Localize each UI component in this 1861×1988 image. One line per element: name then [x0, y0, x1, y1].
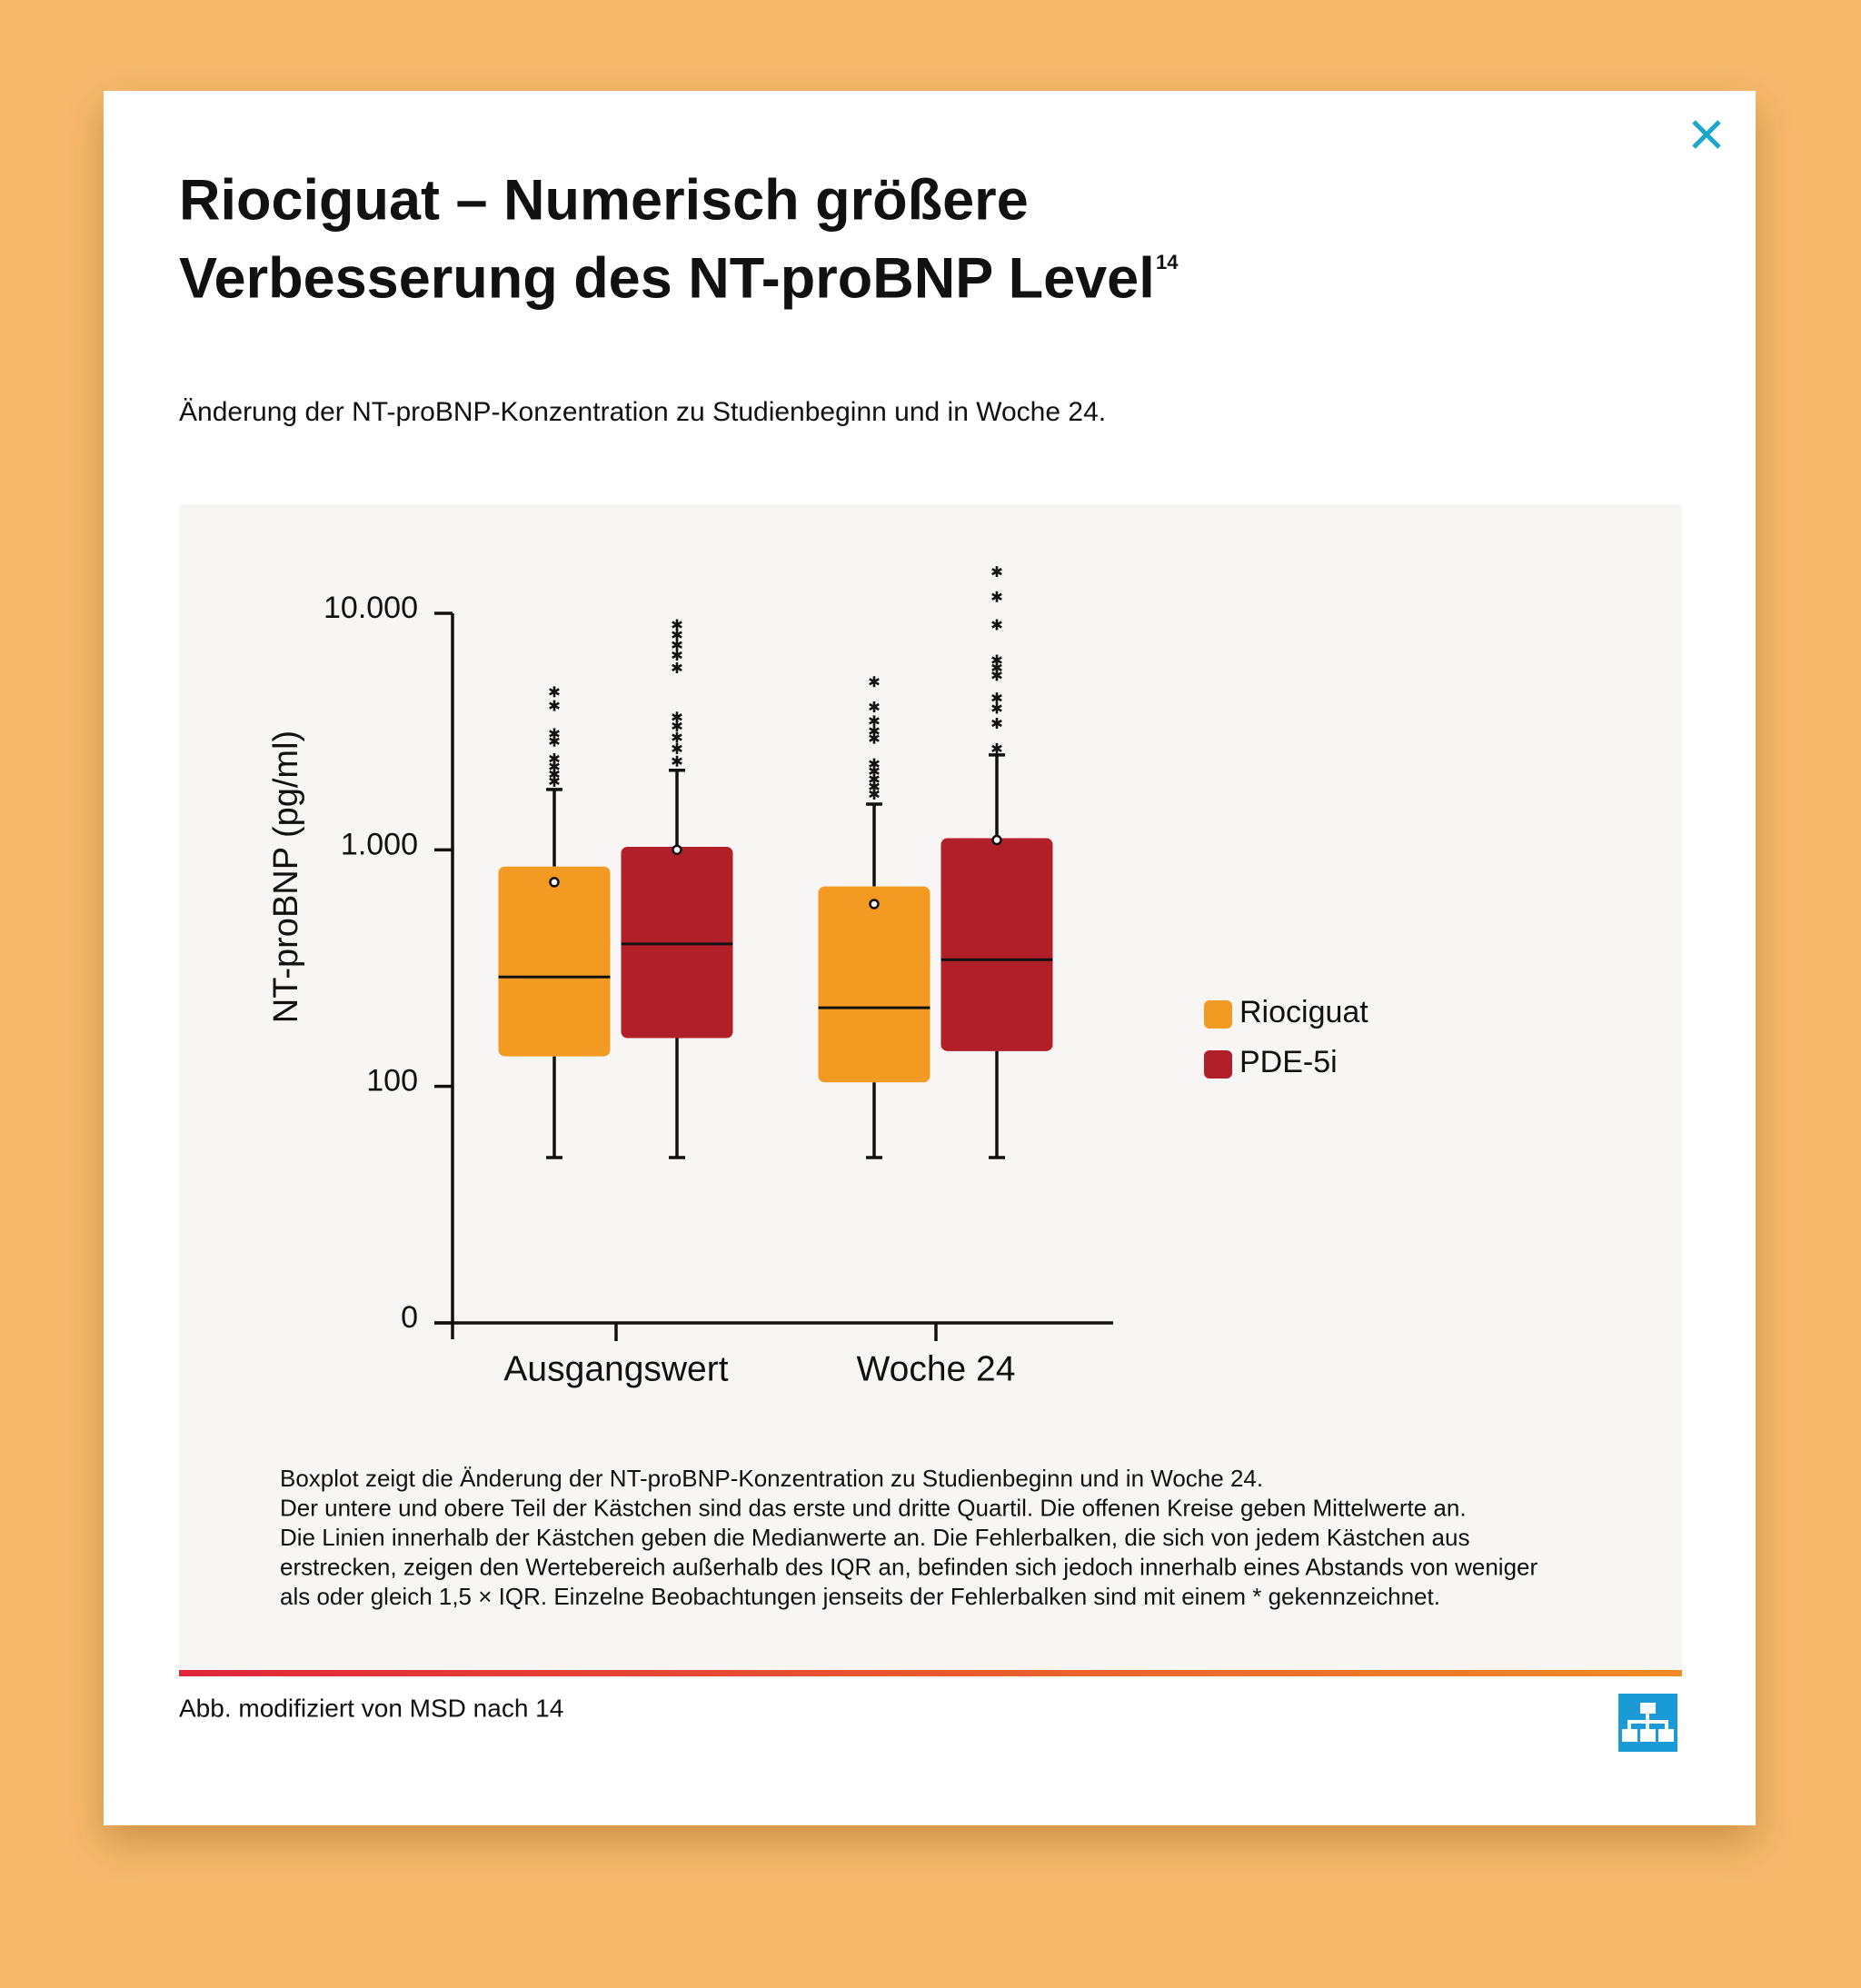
- caption-line: als oder gleich 1,5 × IQR. Einzelne Beob…: [280, 1583, 1440, 1610]
- divider: [179, 1670, 1682, 1676]
- caption-line: erstrecken, zeigen den Wertebereich auße…: [280, 1553, 1538, 1580]
- x-tick-label: Ausgangswert: [503, 1349, 728, 1388]
- outlier: [672, 629, 682, 641]
- legend-label: Riociguat: [1239, 995, 1368, 1029]
- hierarchy-icon[interactable]: [1618, 1694, 1677, 1752]
- y-tick-label: 10.000: [323, 591, 418, 625]
- outlier: [991, 670, 1002, 681]
- outlier: [869, 732, 880, 744]
- close-button[interactable]: [1692, 120, 1721, 149]
- outlier: [549, 686, 560, 698]
- outlier: [549, 700, 560, 711]
- mean: [549, 877, 560, 888]
- subtitle: Änderung der NT-proBNP-Konzentration zu …: [179, 397, 1106, 427]
- outlier: [672, 661, 682, 673]
- outlier: [672, 731, 682, 743]
- box: [940, 838, 1053, 1051]
- outlier: [991, 591, 1002, 602]
- outlier: [869, 676, 880, 688]
- outlier: [869, 715, 880, 727]
- title: Riociguat – Numerisch größere: [179, 169, 1029, 233]
- box: [498, 866, 611, 1057]
- outlier: [672, 742, 682, 754]
- outlier: [672, 720, 682, 731]
- box: [621, 846, 733, 1039]
- chart: 0 100 1.000 10.000 NT-proBNP (pg/ml) Ausgangs…: [267, 566, 1368, 1388]
- caption-line: Boxplot zeigt die Änderung der NT-proBNP…: [280, 1465, 1263, 1492]
- chart-panel: [179, 504, 1682, 1673]
- outlier: [991, 702, 1002, 714]
- title: Verbesserung des NT-proBNP Level: [179, 247, 1155, 311]
- caption-line: Der untere und obere Teil der Kästchen s…: [280, 1494, 1467, 1521]
- mean: [869, 899, 880, 910]
- outlier: [672, 649, 682, 661]
- title-ref: 14: [1156, 251, 1179, 273]
- caption: Boxplot zeigt die Änderung der NT-proBNP…: [280, 1465, 1538, 1610]
- outlier: [991, 619, 1002, 631]
- x-tick-label: Woche 24: [857, 1349, 1016, 1388]
- box: [818, 886, 930, 1083]
- outlier: [672, 755, 682, 767]
- outlier: [672, 639, 682, 651]
- mean: [991, 834, 1002, 846]
- source: Abb. modifiziert von MSD nach 14: [179, 1694, 563, 1722]
- legend-label: PDE-5i: [1239, 1045, 1338, 1079]
- outlier: [869, 701, 880, 713]
- mean: [672, 844, 682, 856]
- outlier: [549, 735, 560, 747]
- y-tick-label: 0: [401, 1300, 418, 1335]
- legend-swatch: [1204, 1000, 1232, 1029]
- outlier: [549, 775, 560, 787]
- outlier: [991, 566, 1002, 578]
- y-axis-label: NT-proBNP (pg/ml): [267, 731, 305, 1023]
- outlier: [991, 742, 1002, 754]
- y-tick-label: 100: [366, 1064, 418, 1098]
- outlier: [672, 619, 682, 631]
- outlier: [869, 789, 880, 800]
- caption-line: Die Linien innerhalb der Kästchen geben …: [280, 1524, 1469, 1551]
- legend-swatch: [1204, 1050, 1232, 1078]
- outlier: [991, 717, 1002, 729]
- outlier: [991, 692, 1002, 704]
- y-tick-label: 1.000: [341, 827, 418, 861]
